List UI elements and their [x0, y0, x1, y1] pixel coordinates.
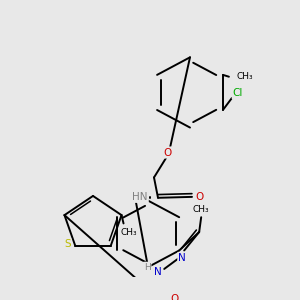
Text: Cl: Cl: [233, 88, 243, 98]
Text: S: S: [64, 239, 71, 249]
Text: CH₃: CH₃: [237, 72, 253, 81]
Text: CH₃: CH₃: [193, 205, 209, 214]
Text: O: O: [196, 192, 204, 202]
Text: O: O: [164, 148, 172, 158]
Text: H: H: [144, 262, 151, 272]
Text: N: N: [178, 253, 186, 263]
Text: CH₃: CH₃: [120, 228, 137, 237]
Text: N: N: [154, 267, 162, 277]
Text: O: O: [170, 293, 178, 300]
Text: HN: HN: [132, 192, 148, 202]
